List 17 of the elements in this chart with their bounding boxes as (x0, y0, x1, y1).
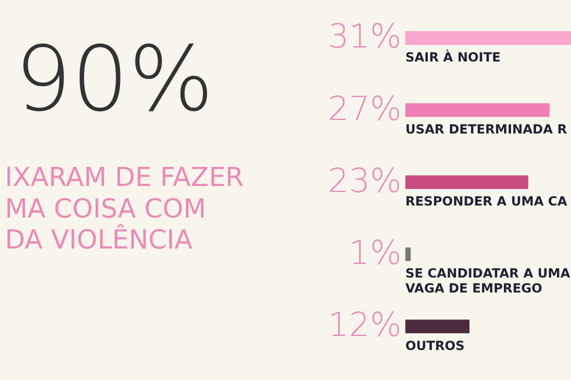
y-tick-label: SAIR À NOITE (405, 49, 501, 64)
bar (405, 247, 411, 262)
bar (405, 175, 528, 190)
data-label: 27% (328, 88, 402, 128)
chart-title: 90% (14, 28, 214, 132)
bar (405, 31, 571, 45)
y-tick-label: RESPONDER A UMA CA (405, 194, 568, 209)
y-tick-label: OUTROS (405, 338, 465, 353)
y-tick-label: USAR DETERMINADA R (405, 121, 568, 136)
data-label: 1% (348, 233, 402, 272)
text: IXARAM DE FAZER MA COISA COM DA VIOLÊNCIA (4, 163, 244, 256)
bar (405, 320, 470, 334)
data-label: 12% (328, 305, 402, 344)
y-tick-label: SE CANDIDATAR A UMA VAGA DE EMPREGO (405, 266, 570, 296)
data-label: 23% (328, 160, 402, 200)
bar (405, 103, 550, 117)
data-label: 31% (328, 16, 402, 56)
